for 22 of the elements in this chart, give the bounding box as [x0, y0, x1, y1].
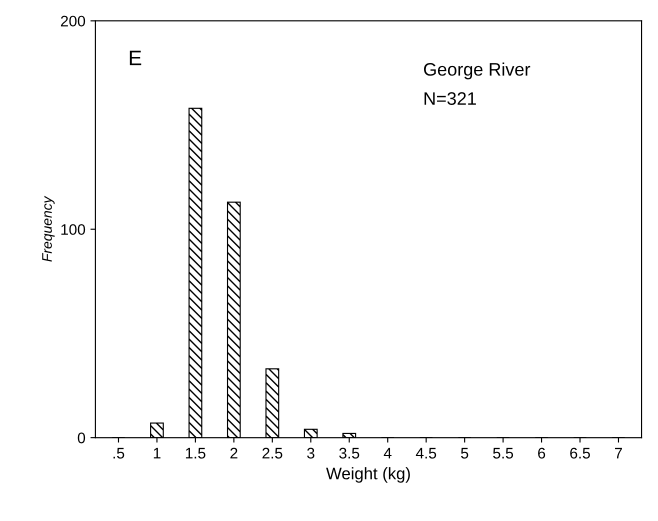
- x-tick-label: 3.5: [339, 448, 360, 459]
- y-axis-title: Frequency: [42, 196, 55, 262]
- x-tick-label: 2: [230, 448, 238, 458]
- x-tick-label: 2.5: [262, 448, 282, 459]
- x-axis-title: Weight (kg): [326, 467, 410, 483]
- x-tick-label: 6.5: [570, 448, 590, 459]
- y-tick-label: 0: [78, 432, 86, 444]
- x-tick-label: 4: [384, 448, 392, 458]
- annotation: N=321: [424, 92, 476, 105]
- text: E: [130, 50, 142, 66]
- y-tick-label: 200: [60, 16, 86, 27]
- annotation: George River: [424, 62, 530, 80]
- x-tick-label: 7: [615, 448, 622, 458]
- x-tick-label: 5.5: [493, 448, 514, 459]
- y-tick-label: 100: [61, 224, 86, 235]
- x-tick-label: 1.5: [186, 448, 206, 459]
- x-tick-label: 3: [307, 448, 314, 459]
- x-tick-label: 5: [460, 448, 468, 459]
- x-tick-label: 1: [154, 448, 160, 458]
- x-tick-label: 4.5: [416, 448, 436, 459]
- x-tick-label: 6: [538, 448, 546, 459]
- x-tick-label: .5: [114, 448, 124, 459]
